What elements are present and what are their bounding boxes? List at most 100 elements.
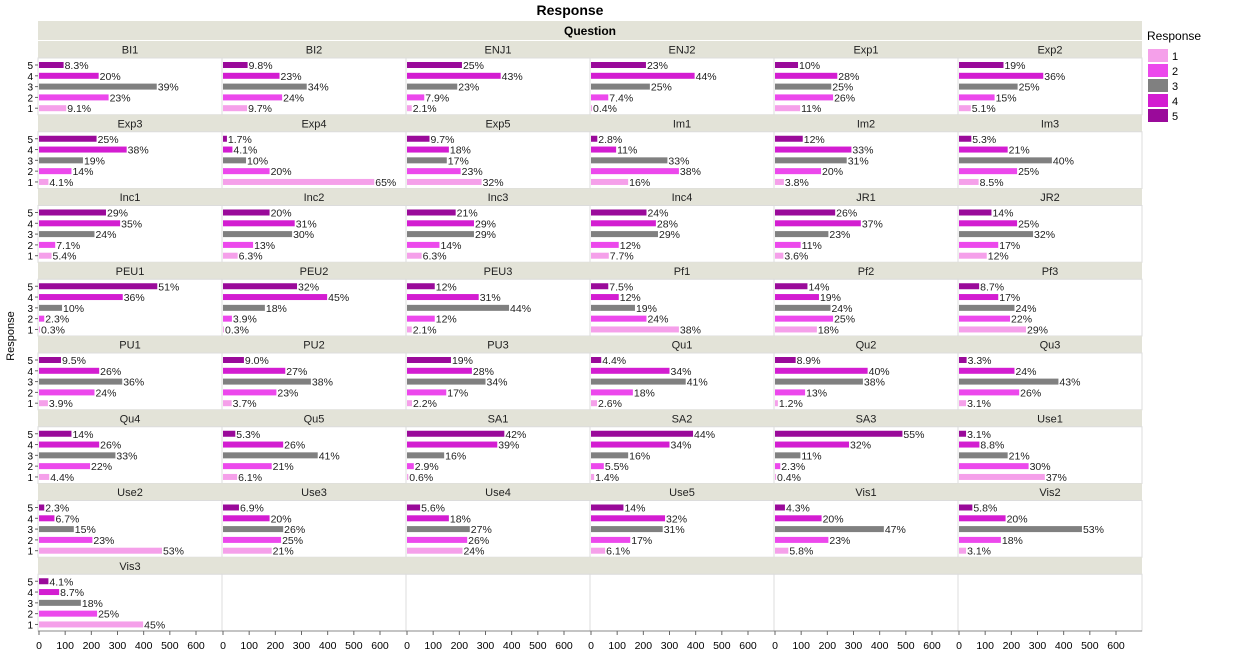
bar-data-label: 18%	[266, 303, 287, 315]
bar-data-label: 40%	[869, 366, 890, 378]
facet-strip	[38, 41, 222, 58]
category-tick-label: 3	[27, 304, 33, 315]
bar-data-label: 36%	[1044, 71, 1065, 83]
bar	[591, 146, 617, 153]
bar-data-label: 1.2%	[779, 398, 803, 410]
category-tick-label: 5	[27, 135, 33, 146]
bar	[407, 357, 451, 363]
panel-bi1: BI1 5 8.3% 4 20% 3 39% 2 23% 1 9.1%	[27, 45, 178, 116]
facet-title: Use5	[669, 487, 695, 499]
bar-data-label: 19%	[820, 292, 841, 304]
bar	[591, 473, 595, 480]
bar	[407, 94, 425, 101]
panel-qu4: Qu4 5 14% 4 26% 3 33% 2 22% 1 4.4%	[27, 413, 140, 484]
x-tick-label: 200	[635, 640, 653, 652]
bar-data-label: 25%	[98, 609, 119, 621]
bar	[223, 157, 247, 164]
bar-data-label: 4.1%	[49, 177, 73, 189]
bar	[223, 146, 233, 153]
facet-title: Inc4	[672, 192, 693, 204]
bar-data-label: 3.7%	[233, 398, 257, 410]
bar	[775, 547, 789, 554]
panel-vis3: Vis3 5 4.1% 4 8.7% 3 18% 2 25% 1 45%	[27, 561, 165, 632]
bar	[959, 168, 1018, 175]
bar	[407, 463, 414, 470]
panel-peu1: PEU1 5 51% 4 36% 3 10% 2 2.3% 1 0.3%	[27, 266, 179, 337]
bar-data-label: 3.8%	[785, 177, 809, 189]
category-tick-label: 1	[27, 104, 33, 115]
facet-strip	[406, 557, 590, 575]
x-tick-label: 500	[529, 640, 547, 652]
facet-strip	[406, 114, 590, 132]
category-tick-label: 3	[27, 451, 33, 462]
bar-data-label: 6.3%	[239, 251, 263, 263]
category-tick-label: 4	[27, 72, 33, 83]
category-tick-label: 4	[27, 588, 33, 599]
bar	[407, 430, 505, 437]
bar	[223, 547, 272, 554]
bar	[407, 62, 462, 68]
bar	[775, 294, 819, 301]
bar	[407, 135, 430, 142]
bar	[591, 241, 619, 248]
x-tick-label: 300	[845, 640, 863, 652]
bar	[407, 83, 458, 90]
bar	[591, 135, 598, 142]
bar	[591, 441, 670, 448]
bar-data-label: 25%	[282, 535, 303, 547]
panel-vis2: Vis2 5.8% 20% 53% 18% 3.1%	[959, 487, 1104, 558]
category-tick-label: 3	[27, 378, 33, 389]
bar	[39, 83, 157, 90]
legend-title: Response	[1147, 29, 1201, 43]
bar	[39, 610, 98, 617]
bar-data-label: 19%	[1004, 60, 1025, 72]
bar-data-label: 36%	[124, 292, 145, 304]
bar-data-label: 44%	[696, 71, 717, 83]
bar-data-label: 51%	[158, 281, 179, 293]
bar-data-label: 5.8%	[973, 503, 997, 515]
category-tick-label: 1	[27, 620, 33, 631]
bar	[959, 252, 987, 259]
bar	[591, 526, 663, 533]
bar	[407, 252, 422, 259]
bar	[39, 578, 49, 585]
x-tick-label: 500	[713, 640, 731, 652]
facet-strip	[590, 188, 774, 206]
bar-data-label: 21%	[273, 461, 294, 473]
bar-data-label: 28%	[838, 71, 859, 83]
bar	[407, 378, 486, 385]
bar-data-label: 47%	[885, 524, 906, 536]
facet-title: Inc3	[488, 192, 509, 204]
bar-data-label: 37%	[1046, 472, 1067, 484]
panel-use1: Use1 3.1%8.8% 21%30%37%	[959, 413, 1067, 484]
category-tick-label: 3	[27, 156, 33, 167]
bar	[591, 504, 624, 511]
bar-data-label: 33%	[668, 155, 689, 167]
bar	[39, 367, 100, 374]
bar	[959, 209, 992, 216]
facet-strip	[222, 483, 406, 501]
bar	[407, 105, 412, 112]
bar-data-label: 39%	[498, 440, 519, 452]
bar-data-label: 10%	[247, 155, 268, 167]
bar	[39, 515, 55, 522]
bar-data-label: 55%	[903, 429, 924, 441]
bar	[223, 536, 282, 543]
category-tick-label: 5	[27, 282, 33, 293]
bar	[223, 231, 293, 238]
bar	[959, 294, 999, 301]
bar-data-label: 14%	[72, 166, 93, 178]
bar-data-label: 29%	[475, 229, 496, 241]
bar	[407, 304, 510, 311]
bar	[775, 378, 863, 385]
bar-data-label: 29%	[659, 229, 680, 241]
bar-data-label: 29%	[475, 218, 496, 230]
facet-title: Im3	[1041, 118, 1059, 130]
bar-data-label: 26%	[1020, 387, 1041, 399]
bar-data-label: 42%	[505, 429, 526, 441]
bar-data-label: 7.7%	[610, 251, 634, 263]
category-tick-label: 2	[27, 462, 33, 473]
bar	[959, 62, 1004, 68]
bar	[591, 378, 686, 385]
